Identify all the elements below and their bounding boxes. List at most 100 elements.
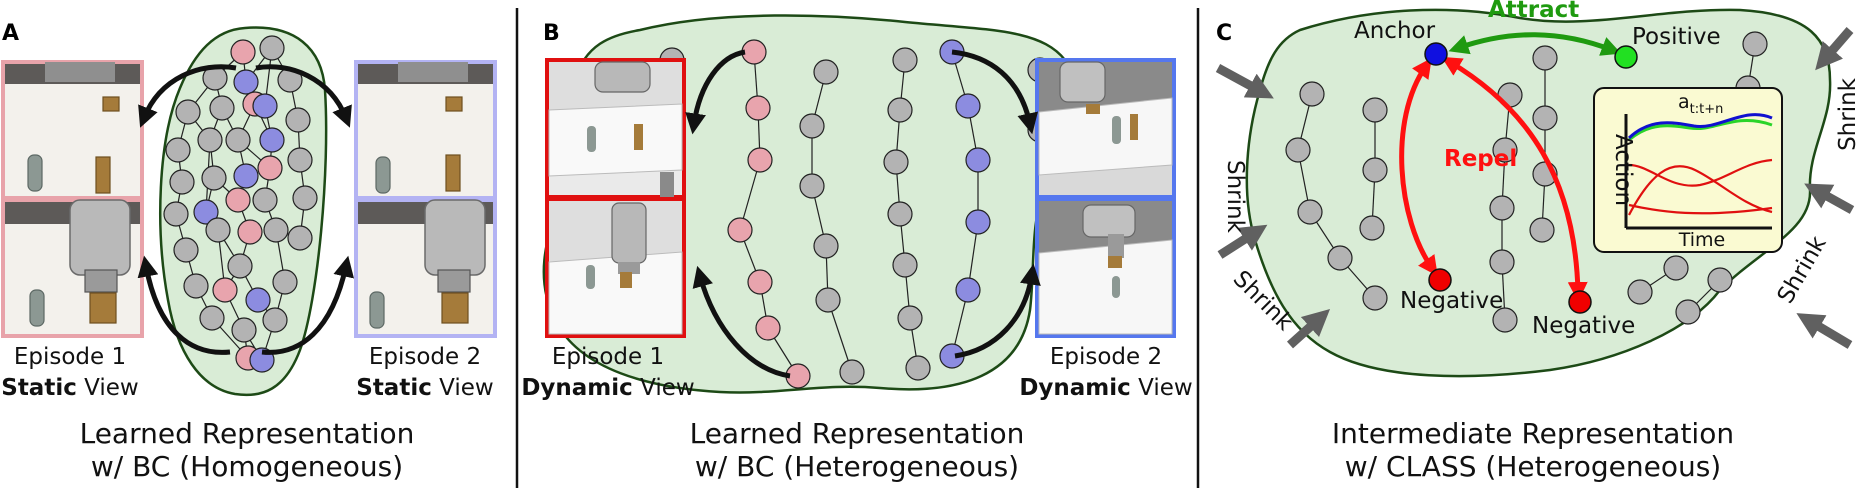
panel-a-node — [233, 69, 259, 95]
panel-c-node — [1492, 307, 1518, 333]
panel-b-node — [887, 97, 913, 123]
panel-a-nodes — [163, 35, 318, 373]
panel-c-node — [1362, 285, 1388, 311]
attract-arrow — [1448, 32, 1622, 56]
panel-c-node — [1663, 255, 1689, 281]
panel-a-node — [292, 185, 318, 211]
panel-a: A — [1, 21, 497, 483]
panel-a-node — [252, 187, 278, 213]
inset-curve-red-2 — [1628, 165, 1773, 216]
panel-b-node — [799, 173, 825, 199]
panel-a-node — [227, 253, 253, 279]
panel-c-node — [1489, 249, 1515, 275]
panel-a-caption-line1: Learned Representation — [80, 417, 415, 450]
shrink-arrow-right-bottom — [1796, 313, 1853, 349]
panel-b-node — [955, 277, 981, 303]
panel-b-node — [755, 315, 781, 341]
panel-b-node — [897, 305, 923, 331]
panel-c-node — [1299, 81, 1325, 107]
panel-b-node — [747, 269, 773, 295]
shrink-arrow-right-top — [1815, 27, 1854, 71]
panel-a-node — [201, 165, 227, 191]
panel-b-node — [892, 252, 918, 278]
panel-c-node — [1742, 31, 1768, 57]
inset-curve-green — [1628, 119, 1773, 142]
panel-b-edge — [827, 299, 853, 373]
panel-b-letter: B — [543, 21, 560, 46]
negative-label-left: Negative — [1400, 288, 1503, 314]
panel-b-node — [965, 147, 991, 173]
panel-a-node — [237, 219, 263, 245]
inset-curve-red-3 — [1628, 203, 1773, 215]
panel-c: C Shrink Shrink Shrink Shrink at:t+n Act… — [1215, 0, 1861, 483]
panel-b-arrow-bottom-right — [954, 263, 1041, 359]
panel-a-node — [169, 169, 195, 195]
panel-c-node — [1285, 137, 1311, 163]
repel-label: Repel — [1444, 146, 1517, 172]
action-inset: at:t+n Action Time — [1593, 87, 1783, 253]
shrink-arrow-left-top — [1215, 64, 1274, 99]
panel-b-caption-line2: w/ BC (Heterogeneous) — [695, 450, 1019, 483]
anchor-label: Anchor — [1354, 18, 1436, 44]
panel-a-node — [183, 273, 209, 299]
panel-a-node — [197, 127, 223, 153]
negative-node-left — [1428, 268, 1452, 292]
repel-arrow-left — [1399, 57, 1438, 277]
panel-b-node — [839, 359, 865, 385]
panel-a-node — [287, 225, 313, 251]
panel-a-node — [252, 93, 278, 119]
panel-a-node — [225, 127, 251, 153]
panel-b-node — [815, 287, 841, 313]
panel-b-node — [813, 59, 839, 85]
panel-a-node — [245, 287, 271, 313]
panel-b-node — [741, 39, 767, 65]
panel-c-node — [1529, 217, 1555, 243]
panel-a-node — [285, 107, 311, 133]
panel-b-episode1-title: Episode 1 — [552, 344, 664, 370]
panel-b-arrow-bottom-left — [692, 265, 791, 379]
shrink-arrow-left-bottom — [1286, 308, 1331, 349]
panel-a-episode2-frames — [354, 60, 497, 338]
panel-a-arrow-top-left — [138, 64, 237, 128]
positive-node — [1614, 45, 1638, 69]
panel-c-node — [1675, 299, 1701, 325]
inset-curve-blue — [1627, 113, 1773, 140]
panel-b-node — [892, 47, 918, 73]
panel-b: B — [521, 14, 1193, 483]
panel-c-caption-line1: Intermediate Representation — [1332, 417, 1734, 450]
panel-b-node — [813, 233, 839, 259]
panel-c-node — [1707, 267, 1733, 293]
panel-c-node — [1359, 215, 1385, 241]
panel-a-arrow-bottom-left — [137, 255, 231, 355]
panel-a-node — [165, 137, 191, 163]
panel-b-arrow-top-right — [951, 49, 1039, 135]
panel-a-node — [205, 217, 231, 243]
panel-b-node — [799, 113, 825, 139]
shrink-arrow-right-mid — [1804, 183, 1855, 214]
panel-a-node — [272, 269, 298, 295]
shrink-label-right: Shrink — [1835, 77, 1861, 151]
panel-c-caption-line2: w/ CLASS (Heterogeneous) — [1345, 450, 1721, 483]
panel-a-node — [163, 201, 189, 227]
panel-c-node — [1297, 199, 1323, 225]
panel-a-node — [193, 199, 219, 225]
panel-b-episode2-view: Dynamic View — [1019, 375, 1192, 401]
panel-a-episode2-title: Episode 2 — [369, 344, 481, 370]
panel-a-arrow-top-right — [255, 64, 352, 128]
panel-b-episode2-title: Episode 2 — [1050, 344, 1162, 370]
panel-a-episode1-title: Episode 1 — [14, 344, 126, 370]
panel-a-arrow-bottom-right — [261, 255, 355, 355]
panel-b-node — [955, 93, 981, 119]
panel-c-letter: C — [1216, 21, 1232, 46]
panel-a-node — [262, 307, 288, 333]
panel-a-caption-line2: w/ BC (Homogeneous) — [91, 450, 403, 483]
inset-title: at:t+n — [1678, 91, 1723, 117]
shrink-label-left: Shrink — [1222, 160, 1248, 234]
panel-b-node — [883, 149, 909, 175]
panel-b-node — [905, 355, 931, 381]
panel-c-node — [1532, 105, 1558, 131]
panel-c-node — [1362, 97, 1388, 123]
panel-a-episode1-view: Static View — [1, 375, 139, 401]
panel-b-node — [745, 95, 771, 121]
